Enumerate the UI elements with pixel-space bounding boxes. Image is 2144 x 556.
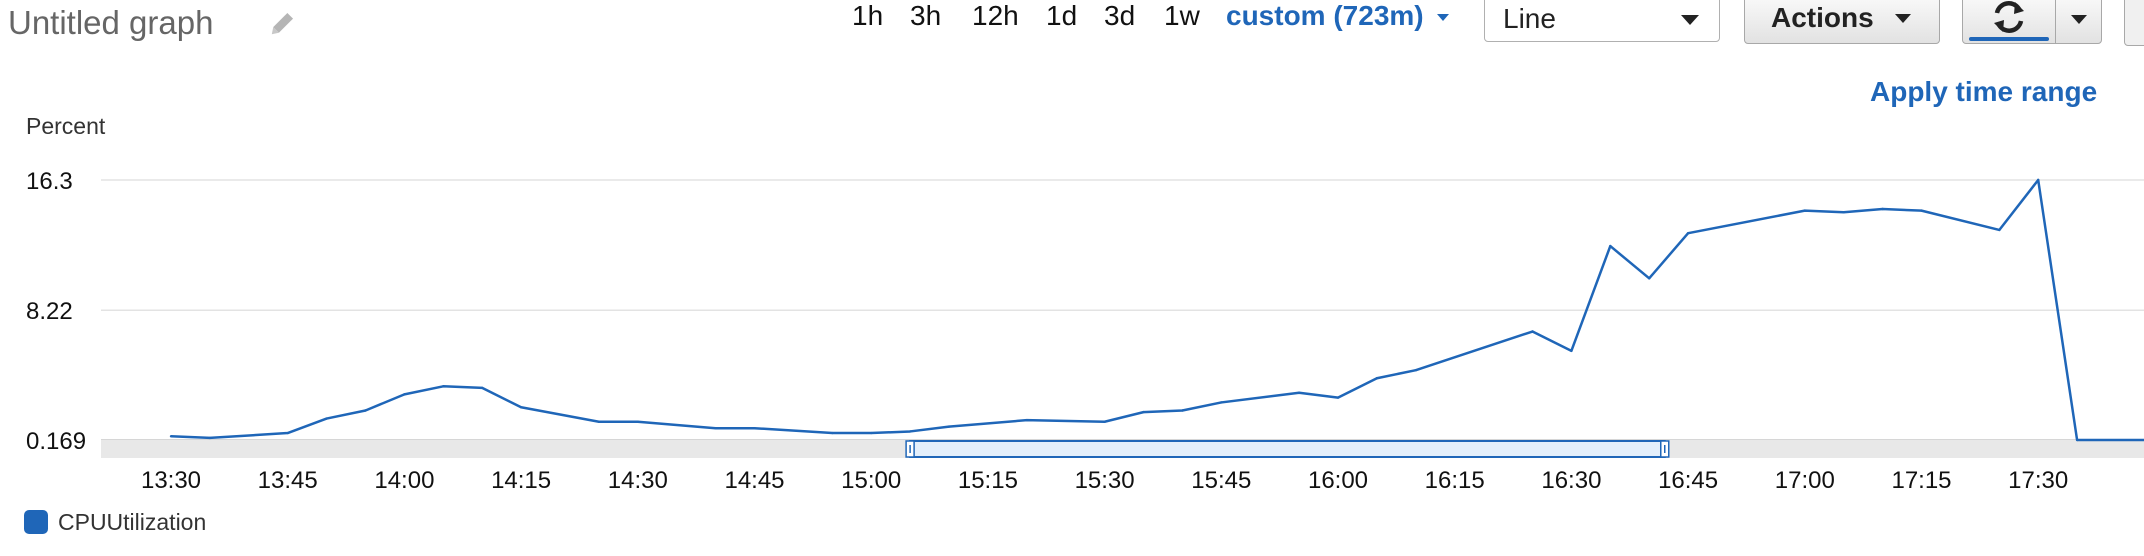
timeline-selection[interactable]	[910, 441, 1665, 457]
data-point	[1376, 377, 1378, 379]
data-point	[1687, 232, 1689, 234]
data-point	[1298, 392, 1300, 394]
data-point	[1103, 421, 1105, 423]
y-tick-label: 16.3	[26, 168, 73, 195]
data-point	[1026, 419, 1028, 421]
x-tick-label: 14:30	[608, 467, 668, 494]
data-point	[1998, 229, 2000, 231]
x-tick-label: 15:00	[841, 467, 901, 494]
data-point	[909, 430, 911, 432]
x-tick-label: 14:00	[374, 467, 434, 494]
data-point	[1843, 211, 1845, 213]
data-point	[1220, 401, 1222, 403]
x-tick-label: 15:30	[1075, 467, 1135, 494]
y-tick-label: 0.169	[26, 428, 86, 455]
data-point	[1648, 277, 1650, 279]
x-tick-label: 16:45	[1658, 467, 1718, 494]
data-point	[637, 421, 639, 423]
data-point	[1142, 411, 1144, 413]
x-tick-label: 14:45	[724, 467, 784, 494]
data-point	[598, 421, 600, 423]
x-tick-label: 15:45	[1191, 467, 1251, 494]
x-tick-label: 14:15	[491, 467, 551, 494]
data-point	[1920, 209, 1922, 211]
data-point	[170, 435, 172, 437]
data-point	[2076, 439, 2078, 441]
data-point	[1531, 330, 1533, 332]
data-point	[1570, 350, 1572, 352]
x-tick-label: 15:15	[958, 467, 1018, 494]
data-point	[287, 432, 289, 434]
x-tick-label: 16:30	[1541, 467, 1601, 494]
data-point	[403, 393, 405, 395]
data-point	[2037, 179, 2039, 181]
legend-swatch	[24, 510, 48, 534]
y-tick-label: 8.22	[26, 298, 73, 325]
data-point	[1181, 409, 1183, 411]
x-tick-label: 17:30	[2008, 467, 2068, 494]
data-point	[831, 432, 833, 434]
x-tick-label: 16:15	[1425, 467, 1485, 494]
data-point	[1337, 396, 1339, 398]
data-point	[209, 437, 211, 439]
line-chart: 0.169 8.22 16.3 13:30 13:45 14:00 14:15 14:30 1…	[0, 0, 2144, 500]
x-tick-label: 13:30	[141, 467, 201, 494]
data-point	[1609, 245, 1611, 247]
x-tick-label: 17:15	[1891, 467, 1951, 494]
data-point	[1881, 208, 1883, 210]
data-point	[1804, 209, 1806, 211]
data-point	[364, 409, 366, 411]
data-point	[714, 427, 716, 429]
data-point	[870, 432, 872, 434]
data-point	[753, 427, 755, 429]
legend-label: CPUUtilization	[58, 509, 206, 536]
x-tick-label: 13:45	[258, 467, 318, 494]
data-point	[442, 385, 444, 387]
data-point	[1415, 369, 1417, 371]
x-tick-label: 17:00	[1775, 467, 1835, 494]
data-point	[520, 406, 522, 408]
x-tick-label: 16:00	[1308, 467, 1368, 494]
data-point	[481, 387, 483, 389]
data-point	[948, 425, 950, 427]
data-point	[325, 417, 327, 419]
